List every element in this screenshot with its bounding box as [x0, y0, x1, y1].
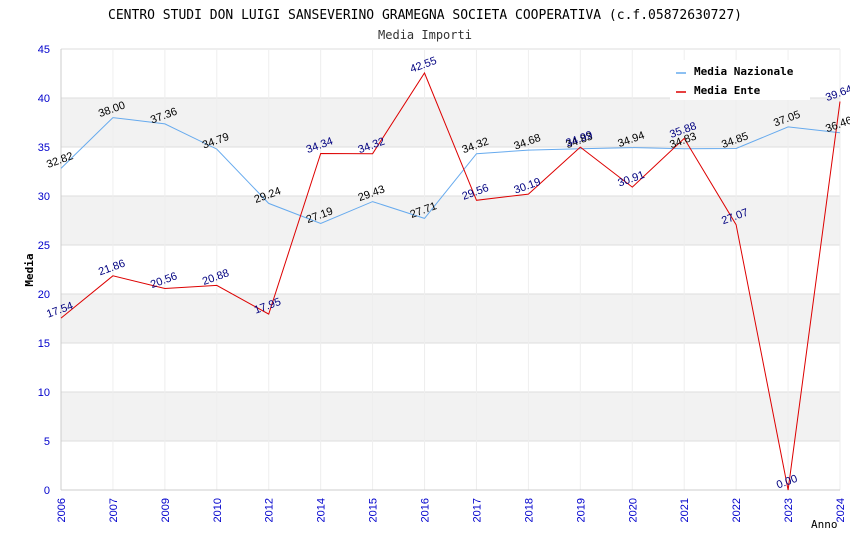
grid-band: [61, 392, 840, 441]
y-tick-label: 45: [38, 44, 50, 56]
x-tick-label: 2018: [523, 498, 535, 522]
data-label-ente: 21.86: [97, 258, 127, 279]
series-lines: [60, 71, 841, 491]
chart-subtitle: Media Importi: [378, 28, 472, 42]
data-label-ente: 42.55: [408, 55, 438, 76]
y-tick-label: 25: [38, 240, 50, 252]
x-tick-label: 2015: [368, 498, 380, 522]
y-tick-label: 30: [38, 191, 50, 203]
x-tick-label: 2016: [420, 498, 432, 522]
grid-band: [61, 294, 840, 343]
x-tick-label: 2010: [212, 498, 224, 522]
y-tick-label: 5: [44, 436, 50, 448]
y-tick-label: 20: [38, 289, 50, 301]
legend-label-nazionale: Media Nazionale: [694, 65, 794, 78]
x-tick-label: 2014: [316, 498, 328, 522]
legend: Media Nazionale Media Ente: [670, 60, 810, 100]
x-tick-label: 2023: [783, 498, 795, 522]
y-tick-label: 10: [38, 387, 50, 399]
series-line-ente: [60, 71, 841, 491]
chart-title: CENTRO STUDI DON LUIGI SANSEVERINO GRAME…: [108, 8, 742, 23]
series-line-nazionale: [60, 117, 841, 225]
y-tick-label: 35: [38, 142, 50, 154]
grid-band: [61, 98, 840, 147]
x-tick-label: 2024: [835, 498, 847, 522]
data-label-ente: 20.88: [201, 267, 231, 288]
x-tick-label: 2020: [627, 498, 639, 522]
x-tick-label: 2012: [264, 498, 276, 522]
x-tick-label: 2022: [731, 498, 743, 522]
x-tick-label: 2009: [160, 498, 172, 522]
y-axis-label: Media: [23, 253, 36, 286]
x-axis-label: Anno: [811, 518, 838, 531]
data-label-ente: 0.00: [775, 473, 799, 492]
x-tick-label: 2007: [108, 498, 120, 522]
x-tick-label: 2017: [471, 498, 483, 522]
legend-box: [670, 60, 810, 100]
y-tick-label: 15: [38, 338, 50, 350]
x-tick-label: 2006: [56, 498, 68, 522]
x-tick-label: 2021: [679, 498, 691, 522]
legend-label-ente: Media Ente: [694, 84, 761, 97]
y-tick-label: 40: [38, 93, 50, 105]
y-tick-labels: 0 5 10 15 20 25 30 35 40 45: [38, 44, 50, 497]
y-tick-label: 0: [44, 485, 50, 497]
data-label-ente: 30.19: [512, 176, 542, 197]
x-tick-labels: 2006 2007 2009 2010 2012 2014 2015 2016 2017 2018…: [56, 498, 847, 522]
grid-bands: [61, 98, 840, 441]
grid-band: [61, 196, 840, 245]
x-tick-label: 2019: [575, 498, 587, 522]
